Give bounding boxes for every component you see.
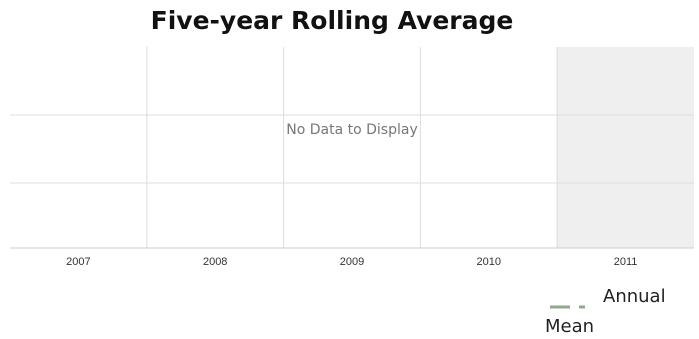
x-tick-label: 2007 xyxy=(66,256,90,268)
x-tick-label: 2009 xyxy=(340,256,364,268)
legend-label: Annual Mean xyxy=(545,286,666,337)
chart-title: Five-year Rolling Average xyxy=(151,6,514,35)
no-data-message: No Data to Display xyxy=(286,122,417,138)
legend-symbol xyxy=(545,292,603,309)
x-tick-label: 2010 xyxy=(477,256,501,268)
x-tick-label: 2008 xyxy=(203,256,227,268)
legend: Annual Mean xyxy=(545,282,693,339)
highlight-band xyxy=(557,47,694,248)
x-tick-label: 2011 xyxy=(614,256,638,268)
